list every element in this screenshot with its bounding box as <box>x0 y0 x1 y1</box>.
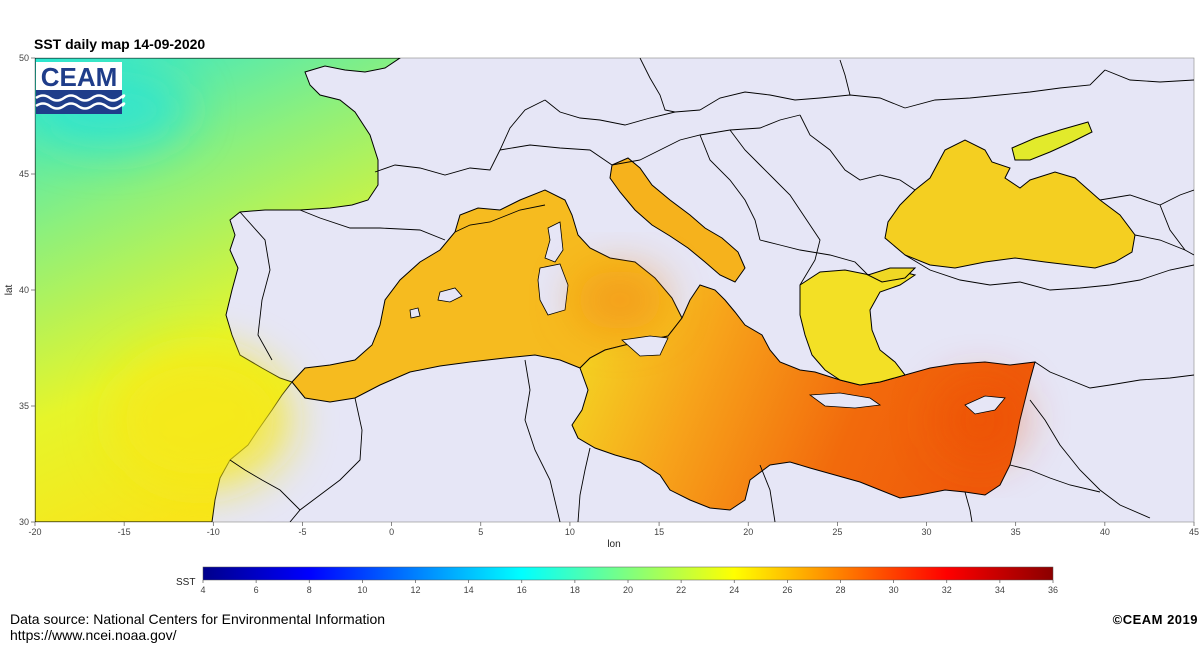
y-tick-label: 40 <box>19 285 29 295</box>
x-tick-label: 20 <box>743 527 753 537</box>
x-tick-label: 5 <box>478 527 483 537</box>
x-tick-label: 25 <box>832 527 842 537</box>
copyright-text: ©CEAM 2019 <box>1112 612 1198 627</box>
colorbar-tick-label: 28 <box>835 585 845 595</box>
y-tick-label: 30 <box>19 517 29 527</box>
colorbar-tick-label: 20 <box>623 585 633 595</box>
y-axis-label: lat <box>4 284 15 295</box>
x-tick-label: -15 <box>118 527 131 537</box>
x-tick-label: 30 <box>922 527 932 537</box>
x-tick-label: 35 <box>1011 527 1021 537</box>
colorbar-tick-label: 30 <box>889 585 899 595</box>
colorbar-gradient <box>202 566 1054 581</box>
colorbar: SST 4 6 8 10 12 14 16 18 20 22 24 26 28 30 32 34 36 <box>176 566 1058 595</box>
colorbar-tick-label: 32 <box>942 585 952 595</box>
data-source-url[interactable]: https://www.ncei.noaa.gov/ <box>10 627 177 643</box>
colorbar-tick-label: 6 <box>254 585 259 595</box>
x-tick-label: 10 <box>565 527 575 537</box>
colorbar-tick-label: 10 <box>357 585 367 595</box>
colorbar-tick-label: 4 <box>200 585 205 595</box>
x-tick-label: -20 <box>28 527 41 537</box>
x-tick-label: -10 <box>207 527 220 537</box>
colorbar-tick-label: 8 <box>307 585 312 595</box>
x-tick-label: 45 <box>1189 527 1199 537</box>
x-axis: -20 -15 -10 -5 0 5 10 15 20 25 30 35 40 45 <box>28 522 1199 537</box>
colorbar-tick-label: 14 <box>464 585 474 595</box>
x-tick-label: 0 <box>389 527 394 537</box>
adriatic-sea <box>609 157 746 283</box>
ceam-logo: CEAM <box>35 62 126 114</box>
colorbar-tick-label: 36 <box>1048 585 1058 595</box>
colorbar-tick-label: 34 <box>995 585 1005 595</box>
colorbar-tick-label: 24 <box>729 585 739 595</box>
colorbar-tick-label: 26 <box>782 585 792 595</box>
western-mediterranean <box>291 189 683 403</box>
x-tick-label: 15 <box>654 527 664 537</box>
y-tick-label: 50 <box>19 53 29 63</box>
colorbar-tick-label: 12 <box>410 585 420 595</box>
y-axis: 30 35 40 45 50 <box>19 53 35 527</box>
y-tick-label: 35 <box>19 401 29 411</box>
colorbar-tick-label: 22 <box>676 585 686 595</box>
country-borders <box>229 58 1194 522</box>
colorbar-tick-label: 18 <box>570 585 580 595</box>
x-tick-label: -5 <box>298 527 306 537</box>
logo-text: CEAM <box>41 62 118 92</box>
colorbar-tick-label: 16 <box>517 585 527 595</box>
black-sea <box>884 139 1136 269</box>
map-title: SST daily map 14-09-2020 <box>34 36 206 52</box>
x-tick-label: 40 <box>1100 527 1110 537</box>
colorbar-label: SST <box>176 577 195 588</box>
y-tick-label: 45 <box>19 169 29 179</box>
data-source-line: Data source: National Centers for Enviro… <box>10 611 386 627</box>
x-axis-label: lon <box>607 539 620 550</box>
